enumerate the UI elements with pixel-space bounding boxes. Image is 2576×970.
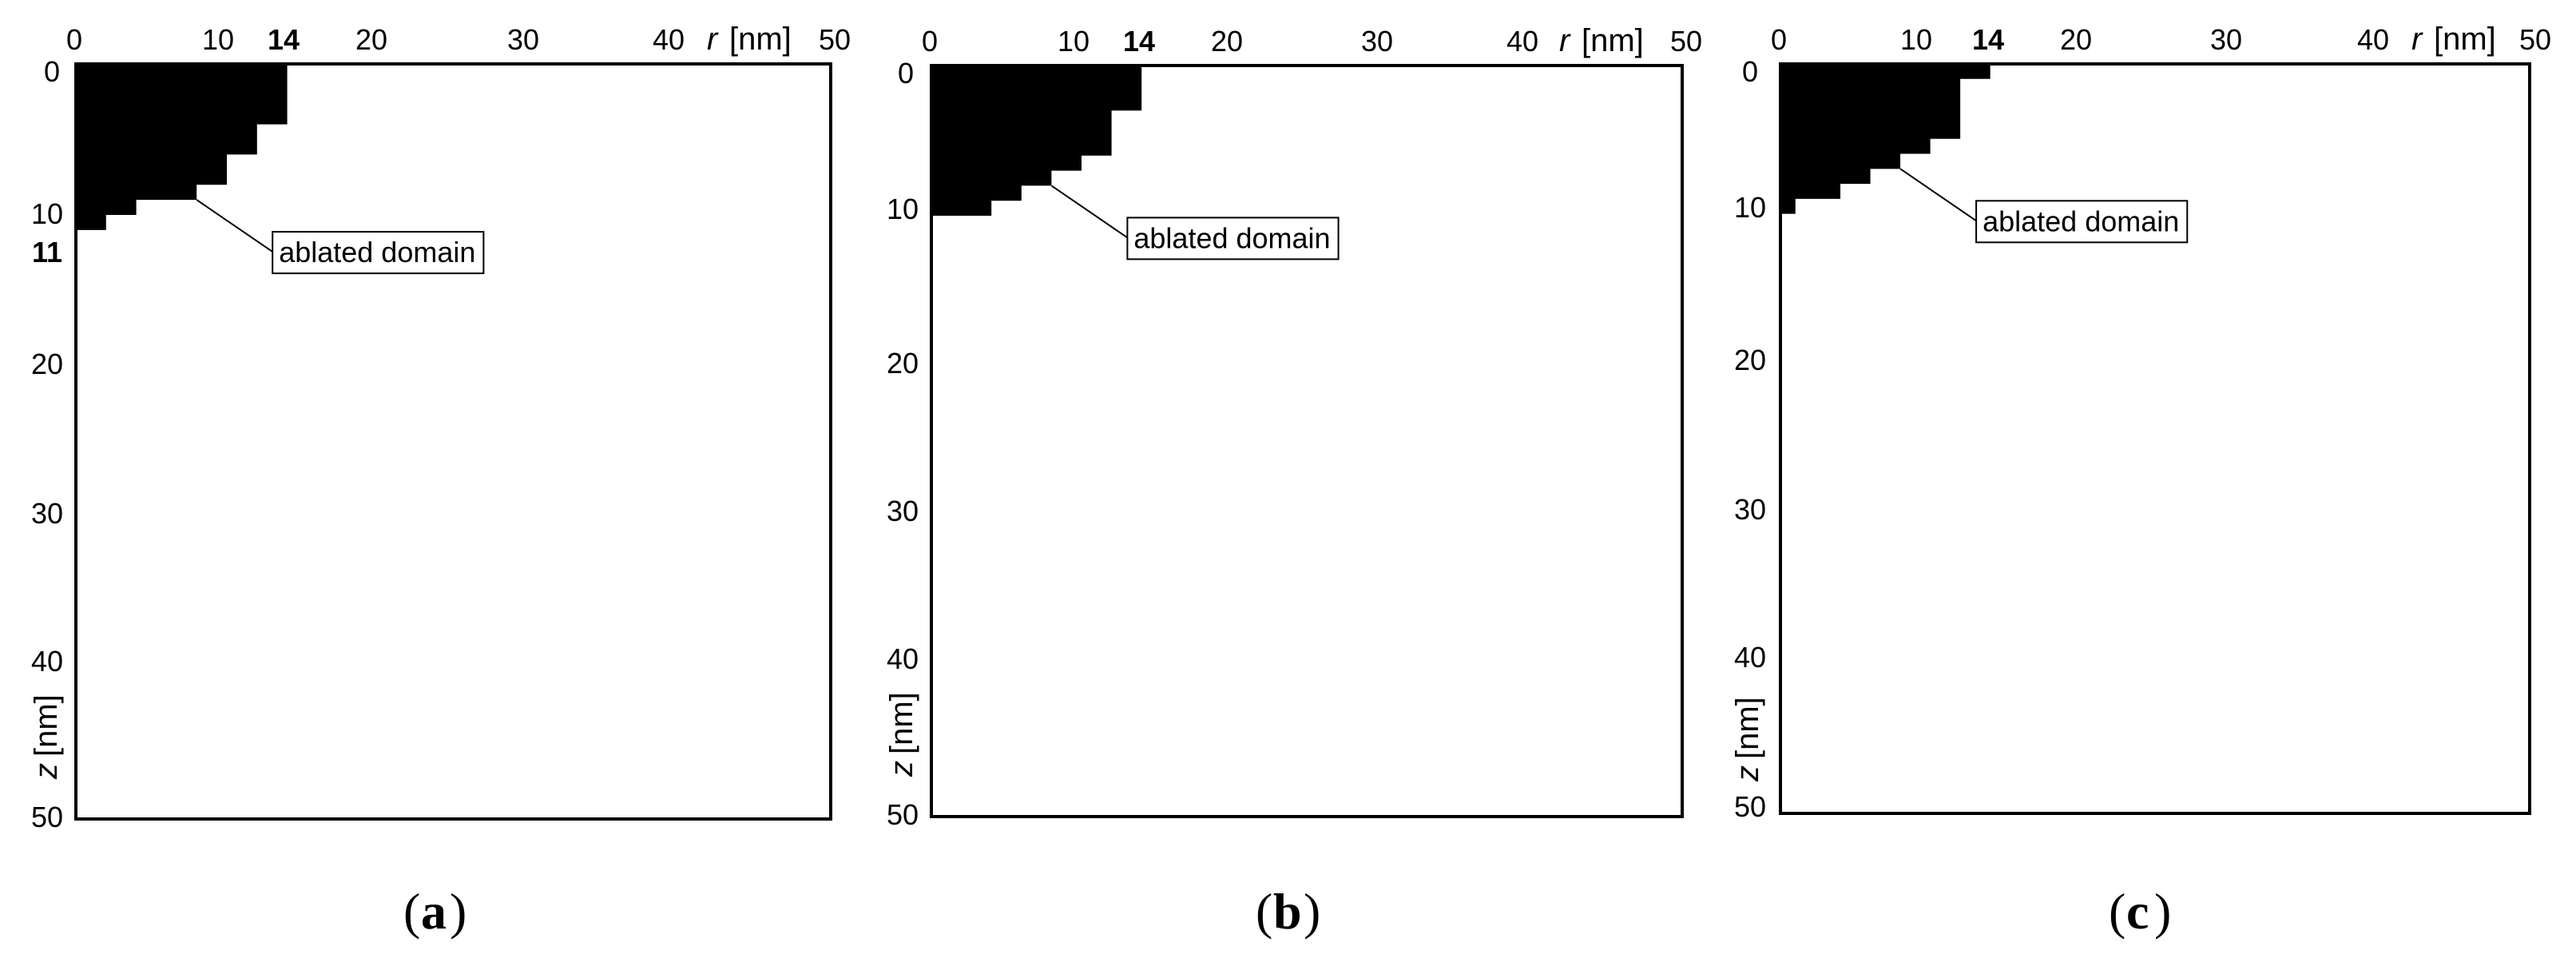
y-tick-label: 0 bbox=[898, 57, 914, 89]
x-axis-unit: [nm] bbox=[1582, 23, 1644, 58]
x-tick-label: 30 bbox=[2210, 23, 2242, 56]
x-axis-label: r bbox=[707, 22, 719, 57]
annotation-label: ablated domain bbox=[1983, 205, 2179, 237]
y-axis-label: z bbox=[1730, 765, 1765, 782]
y-tick-label: 20 bbox=[887, 347, 919, 380]
y-axis-unit: [nm] bbox=[1730, 697, 1765, 759]
annotation-leader-line bbox=[1050, 185, 1128, 239]
caption-letter: b bbox=[1273, 883, 1302, 940]
annotation-box bbox=[272, 231, 485, 275]
domain-frame bbox=[930, 64, 1684, 818]
x-tick-label: 0 bbox=[66, 23, 82, 56]
y-axis-unit: [nm] bbox=[29, 694, 64, 757]
y-tick-label: 30 bbox=[887, 495, 919, 527]
y-tick-label: 10 bbox=[31, 197, 63, 230]
caption-b: ( b ) bbox=[1256, 883, 1320, 940]
x-tick-label: 40 bbox=[1506, 25, 1538, 58]
x-axis-label: r bbox=[1559, 23, 1571, 58]
ablated-step-profile bbox=[76, 64, 288, 230]
annotation-box bbox=[1126, 217, 1340, 260]
y-tick-label: 50 bbox=[31, 801, 63, 833]
x-tick-label: 50 bbox=[1670, 25, 1702, 58]
x-tick-label: 10 bbox=[202, 23, 234, 56]
x-tick-label: 20 bbox=[355, 23, 387, 56]
annotation-leader-line bbox=[1899, 168, 1977, 222]
x-tick-label: 14 bbox=[1972, 23, 2004, 56]
y-tick-label: 20 bbox=[31, 348, 63, 380]
ablated-step-profile bbox=[1780, 64, 1991, 214]
x-tick-label: 20 bbox=[1211, 25, 1243, 58]
y-axis-label: z bbox=[29, 763, 64, 780]
x-tick-label: 0 bbox=[922, 25, 938, 58]
annotation-label: ablated domain bbox=[279, 236, 475, 268]
y-tick-label: 50 bbox=[1734, 790, 1766, 823]
caption-letter: a bbox=[421, 883, 447, 940]
panel-a: ablated domain 0 10 14 20 30 40 r [nm] 5… bbox=[29, 22, 851, 833]
y-tick-label: 30 bbox=[1734, 493, 1766, 526]
y-axis-unit: [nm] bbox=[884, 692, 919, 754]
y-tick-label: 30 bbox=[31, 497, 63, 530]
caption-c: ( c ) bbox=[2109, 883, 2171, 940]
domain-frame bbox=[74, 62, 832, 821]
ablated-region bbox=[76, 64, 288, 230]
x-tick-label: 50 bbox=[819, 23, 851, 56]
caption-open-paren: ( bbox=[403, 883, 420, 940]
ablated-region bbox=[931, 66, 1142, 216]
y-tick-label: 40 bbox=[887, 642, 919, 675]
domain-frame bbox=[1779, 62, 2531, 815]
x-axis-label: r bbox=[2411, 22, 2423, 57]
x-tick-label: 30 bbox=[1361, 25, 1393, 58]
caption-a: ( a ) bbox=[403, 883, 466, 940]
ablated-step-profile bbox=[931, 66, 1142, 216]
x-tick-label: 10 bbox=[1900, 23, 1932, 56]
x-axis-unit: [nm] bbox=[729, 22, 792, 57]
annotation-box bbox=[1975, 200, 2189, 244]
y-tick-label: 40 bbox=[31, 645, 63, 678]
x-tick-label: 40 bbox=[653, 23, 685, 56]
x-axis-unit: [nm] bbox=[2434, 22, 2496, 57]
x-tick-label: 40 bbox=[2357, 23, 2389, 56]
caption-close-paren: ) bbox=[1304, 883, 1320, 940]
x-tick-label: 30 bbox=[507, 23, 539, 56]
caption-close-paren: ) bbox=[2154, 883, 2171, 940]
caption-open-paren: ( bbox=[2109, 883, 2125, 940]
y-tick-label: 11 bbox=[32, 236, 62, 268]
x-tick-label: 14 bbox=[268, 23, 300, 56]
x-tick-label: 20 bbox=[2060, 23, 2092, 56]
y-tick-label: 0 bbox=[44, 55, 60, 88]
x-tick-label: 14 bbox=[1123, 25, 1155, 58]
panel-b: ablated domain 0 10 14 20 30 40 r [nm] 5… bbox=[884, 23, 1702, 831]
y-tick-label: 0 bbox=[1742, 55, 1758, 88]
panel-c: ablated domain 0 10 14 20 30 40 r [nm] 5… bbox=[1730, 22, 2551, 823]
annotation-leader-line bbox=[196, 199, 273, 252]
y-tick-label: 10 bbox=[1734, 191, 1766, 224]
y-tick-label: 40 bbox=[1734, 641, 1766, 674]
y-tick-label: 10 bbox=[887, 193, 919, 225]
caption-open-paren: ( bbox=[1256, 883, 1272, 940]
x-tick-label: 10 bbox=[1058, 25, 1090, 58]
y-tick-label: 50 bbox=[887, 798, 919, 831]
y-axis-label: z bbox=[884, 761, 919, 777]
caption-letter: c bbox=[2126, 883, 2149, 940]
annotation-label: ablated domain bbox=[1133, 221, 1330, 254]
x-tick-label: 0 bbox=[1771, 23, 1787, 56]
ablated-region bbox=[1780, 64, 1991, 214]
caption-close-paren: ) bbox=[450, 883, 466, 940]
y-tick-label: 20 bbox=[1734, 344, 1766, 376]
x-tick-label: 50 bbox=[2519, 23, 2551, 56]
